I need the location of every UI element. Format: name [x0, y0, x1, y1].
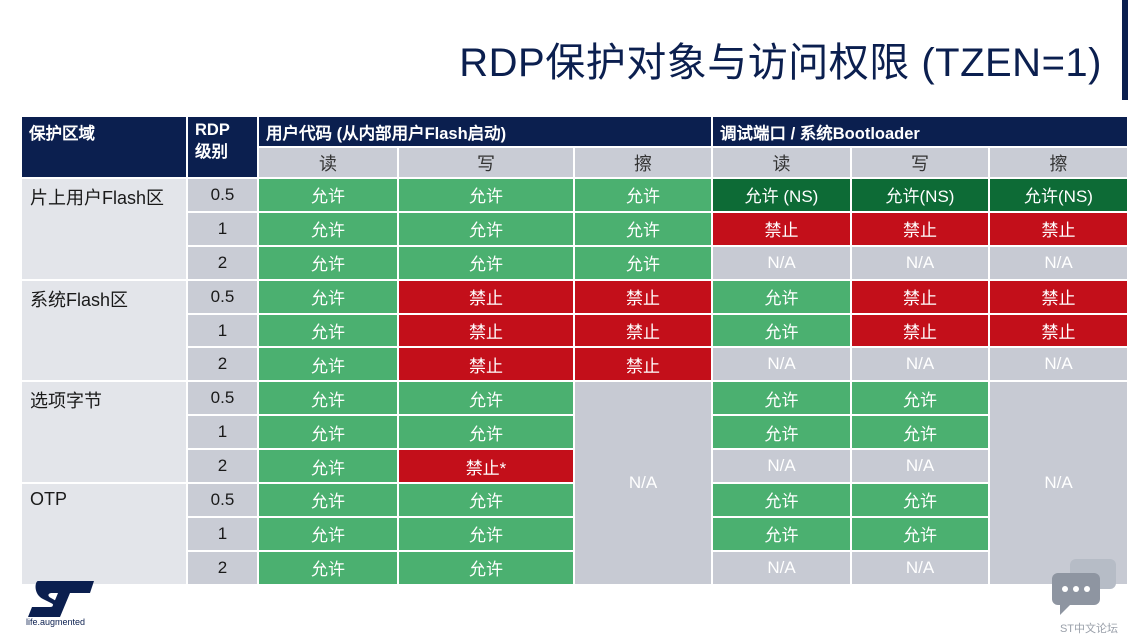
rdp-level: 1 [188, 212, 257, 245]
rdp-level: 2 [188, 246, 257, 279]
access-cell: 允许 [852, 484, 988, 516]
header-user-write: 写 [399, 148, 573, 177]
header-debug-erase: 擦 [990, 148, 1127, 177]
header-user-erase: 擦 [575, 148, 711, 177]
access-cell: 允许(NS) [990, 179, 1127, 211]
access-cell: N/A [990, 348, 1127, 381]
header-debug-read: 读 [713, 148, 850, 177]
access-cell: 允许 [259, 551, 397, 584]
access-cell: 禁止 [399, 348, 573, 381]
access-cell: N/A [713, 450, 850, 483]
rdp-level: 0.5 [188, 484, 257, 516]
access-cell: 禁止 [575, 280, 711, 313]
access-cell: 允许 [259, 517, 397, 550]
rdp-level: 0.5 [188, 179, 257, 211]
access-cell: 禁止 [575, 314, 711, 347]
access-cell: N/A [852, 348, 988, 381]
area-system-flash: 系统Flash区 [22, 280, 186, 381]
st-logo-icon [28, 581, 94, 617]
access-cell: 禁止 [399, 280, 573, 313]
rdp-level: 1 [188, 517, 257, 550]
right-accent-bar [1122, 0, 1128, 100]
access-cell: N/A [852, 450, 988, 483]
access-cell: 允许 [713, 484, 850, 516]
header-debug-port: 调试端口 / 系统Bootloader [713, 117, 1127, 146]
header-rdp-line1: RDP [195, 121, 230, 139]
logo-tagline: life.augmented [26, 617, 86, 627]
access-cell: N/A [852, 246, 988, 279]
access-cell: 允许 [259, 450, 397, 483]
header-user-code: 用户代码 (从内部用户Flash启动) [259, 117, 711, 146]
access-cell: 禁止 [990, 280, 1127, 313]
access-cell: 允许 [259, 212, 397, 245]
access-cell: 禁止 [990, 314, 1127, 347]
access-cell: 允许 [713, 517, 850, 550]
access-cell: 允许 [259, 484, 397, 516]
header-rdp-level: RDP 级别 [188, 117, 257, 177]
access-cell: 禁止 [852, 280, 988, 313]
access-cell: 禁止 [575, 348, 711, 381]
area-option-bytes: 选项字节 [22, 382, 186, 483]
access-cell: 允许 [399, 551, 573, 584]
access-cell: 允许 [713, 280, 850, 313]
access-cell: 禁止 [852, 314, 988, 347]
area-otp: OTP [22, 484, 186, 584]
access-cell: 禁止 [852, 212, 988, 245]
access-cell: 允许(NS) [852, 179, 988, 211]
access-cell: 允许 [399, 179, 573, 211]
rdp-access-table: 保护区域 RDP 级别 用户代码 (从内部用户Flash启动) 调试端口 / 系… [22, 117, 1127, 584]
rdp-level: 2 [188, 551, 257, 584]
header-user-read: 读 [259, 148, 397, 177]
access-cell: 允许 [852, 517, 988, 550]
access-cell: 允许 [259, 246, 397, 279]
forum-watermark-text: ST中文论坛 [1059, 623, 1118, 635]
access-cell: 允许 [259, 280, 397, 313]
access-cell: 允许 [852, 382, 988, 415]
access-cell: 允许 [713, 382, 850, 415]
access-cell: 允许 [399, 382, 573, 415]
rdp-level: 0.5 [188, 382, 257, 415]
access-cell: 允许 [852, 416, 988, 449]
rdp-level: 2 [188, 348, 257, 381]
header-rdp-line2: 级别 [195, 143, 228, 161]
access-cell: 允许 [259, 348, 397, 381]
access-cell: 允许 [259, 382, 397, 415]
access-cell: 禁止* [399, 450, 573, 483]
access-cell: N/A [713, 551, 850, 584]
access-cell: N/A [713, 246, 850, 279]
access-cell: 允许 [575, 246, 711, 279]
access-cell: 禁止 [713, 212, 850, 245]
access-cell: 允许 [399, 212, 573, 245]
access-cell: 允许 [259, 416, 397, 449]
access-cell: 允许 [259, 314, 397, 347]
rdp-level: 1 [188, 314, 257, 347]
access-cell: 允许 (NS) [713, 179, 850, 211]
access-cell: 允许 [575, 179, 711, 211]
header-debug-write: 写 [852, 148, 988, 177]
access-cell: 允许 [399, 416, 573, 449]
access-cell: 允许 [575, 212, 711, 245]
access-cell: 允许 [399, 517, 573, 550]
rdp-level: 0.5 [188, 280, 257, 313]
page-title: RDP保护对象与访问权限 (TZEN=1) [459, 41, 1102, 85]
access-cell: 允许 [713, 314, 850, 347]
access-cell: N/A [990, 246, 1127, 279]
access-cell: 允许 [259, 179, 397, 211]
chat-bubbles-icon [1052, 559, 1116, 615]
access-cell: 允许 [399, 246, 573, 279]
header-area: 保护区域 [22, 117, 186, 177]
access-cell: N/A [713, 348, 850, 381]
access-cell: 禁止 [399, 314, 573, 347]
access-cell: 禁止 [990, 212, 1127, 245]
merged-na-user-erase: N/A [575, 382, 711, 584]
rdp-level: 1 [188, 416, 257, 449]
rdp-level: 2 [188, 450, 257, 483]
access-cell: N/A [852, 551, 988, 584]
merged-na-debug-erase: N/A [990, 382, 1127, 584]
area-user-flash: 片上用户Flash区 [22, 179, 186, 279]
access-cell: 允许 [713, 416, 850, 449]
access-cell: 允许 [399, 484, 573, 516]
